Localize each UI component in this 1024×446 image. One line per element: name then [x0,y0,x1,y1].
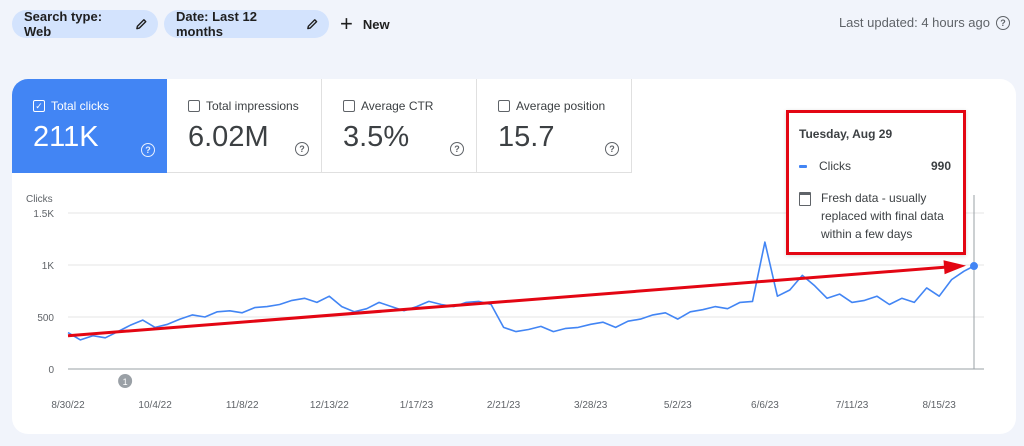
metric-label: Total clicks [51,99,110,113]
trend-arrow-line [67,264,961,338]
checkbox-icon[interactable] [188,100,200,112]
y-tick-label: 1K [42,261,55,272]
help-icon[interactable]: ? [450,142,464,156]
last-updated-text: Last updated: 4 hours ago [838,15,990,30]
x-tick-label: 7/11/23 [836,400,869,411]
metric-value: 15.7 [498,121,555,153]
trend-arrow-head [943,260,966,275]
pencil-icon [307,19,318,30]
checkbox-icon[interactable] [343,100,355,112]
help-icon[interactable]: ? [605,142,619,156]
metric-average-position[interactable]: Average position 15.7 ? [477,79,632,173]
search-type-chip[interactable]: Search type: Web [12,9,158,39]
tooltip-note: Fresh data - usually replaced with final… [799,189,959,243]
y-tick-label: 1.5K [33,209,54,220]
metric-average-ctr[interactable]: Average CTR 3.5% ? [322,79,477,173]
clicks-series-line [67,241,975,341]
y-axis-label: Clicks [26,194,53,205]
x-tick-label: 6/6/23 [751,400,779,411]
x-tick-label: 8/30/22 [51,400,85,411]
last-updated-status: Last updated: 4 hours ago ? [839,15,1010,30]
tooltip-date: Tuesday, Aug 29 [799,127,893,141]
plus-icon: + [340,11,353,36]
calendar-icon [799,192,811,206]
checkbox-icon[interactable] [498,100,510,112]
x-tick-label: 11/8/22 [226,400,259,411]
tooltip-note-text: Fresh data - usually replaced with final… [821,191,944,241]
metric-label: Total impressions [206,99,299,113]
new-filter-label: New [362,16,390,32]
x-tick-label: 8/15/23 [922,400,956,411]
metric-total-impressions[interactable]: Total impressions 6.02M ? [167,79,322,173]
metric-label: Average CTR [361,99,434,113]
x-tick-label: 5/2/23 [664,400,692,411]
metric-value: 211K [33,121,99,153]
x-tick-label: 12/13/22 [310,400,349,411]
series-color-swatch [799,164,807,168]
y-tick-label: 0 [48,365,54,376]
clicks-chart[interactable]: Clicks 0 500 1K 1.5K 8/30/22 10/4/22 11/8/22 12/… [12,173,1016,434]
x-tick-label: 2/21/23 [487,400,521,411]
help-icon[interactable]: ? [141,143,155,157]
date-range-label: Date: Last 12 months [176,9,257,39]
x-tick-label: 3/28/23 [574,400,608,411]
metric-value: 3.5% [343,121,410,153]
tooltip-series-row: Clicks 990 [799,159,951,173]
filter-bar: Search type: Web Date: Last 12 months + … [0,0,1024,48]
x-tick-label: 1/17/23 [400,400,434,411]
chart-tooltip: Tuesday, Aug 29 Clicks 990 Fresh data - … [786,110,966,255]
metric-label: Average position [516,99,606,113]
search-type-label: Search type: Web [24,9,103,39]
checkbox-checked-icon[interactable]: ✓ [33,100,45,112]
metric-value: 6.02M [188,121,269,153]
y-tick-label: 500 [37,313,54,324]
data-point [970,262,978,271]
tooltip-series-label: Clicks [819,159,851,173]
annotation-marker-label: 1 [123,377,128,387]
tooltip-series-value: 990 [930,159,951,173]
metric-total-clicks[interactable]: ✓ Total clicks 211K ? [12,79,167,173]
help-icon[interactable]: ? [295,142,309,156]
new-filter-button[interactable]: + New [340,10,390,38]
annotation-marker [118,374,133,388]
x-tick-label: 10/4/22 [138,400,172,411]
help-icon[interactable]: ? [996,15,1010,30]
date-range-chip[interactable]: Date: Last 12 months [164,9,329,39]
pencil-icon [136,19,147,30]
